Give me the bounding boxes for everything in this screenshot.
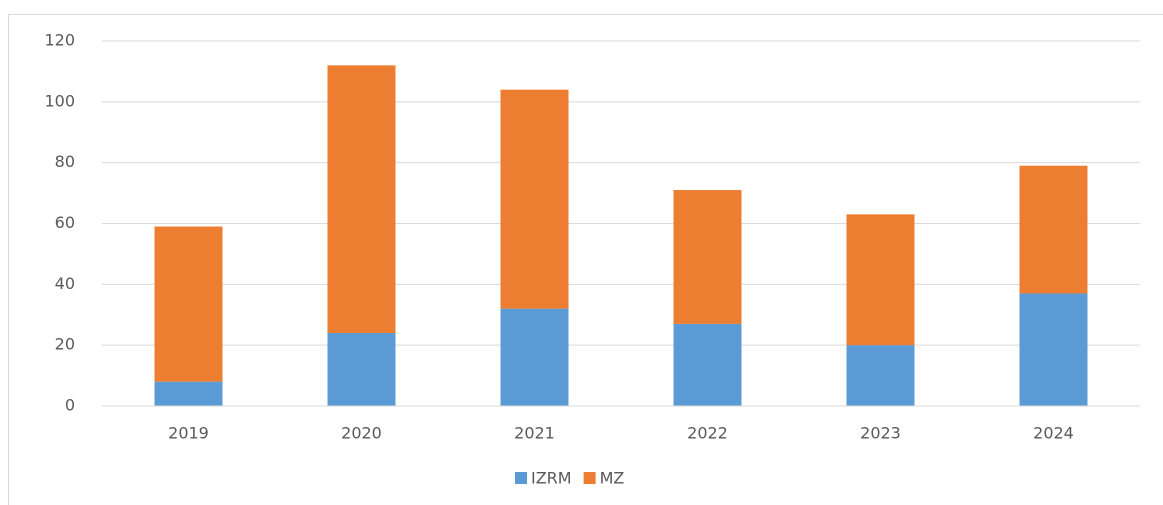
x-tick-label: 2020 [341, 424, 382, 443]
y-tick-label: 120 [44, 31, 75, 50]
y-tick-label: 20 [55, 335, 75, 354]
bar [154, 381, 223, 406]
x-tick-label: 2023 [860, 424, 901, 443]
bar [1019, 165, 1088, 294]
y-tick-label: 100 [44, 91, 75, 110]
legend-swatch [583, 472, 596, 484]
y-tick-label: 0 [65, 396, 75, 415]
bar [846, 345, 915, 406]
bar [327, 333, 396, 406]
y-tick-label: 60 [55, 213, 75, 232]
bar [673, 190, 742, 324]
y-tick-label: 40 [55, 274, 75, 293]
chart-frame [8, 14, 1163, 505]
bar [154, 226, 223, 382]
legend-swatch [515, 472, 527, 484]
bar [1019, 293, 1088, 406]
bar [846, 214, 915, 346]
bar [500, 89, 569, 309]
x-tick-label: 2024 [1033, 424, 1074, 443]
bar [327, 65, 396, 333]
y-tick-label: 80 [55, 152, 75, 171]
x-tick-label: 2021 [514, 424, 555, 443]
legend-label: IZRM [531, 469, 572, 488]
legend-label: MZ [600, 469, 625, 488]
bar [673, 323, 742, 406]
x-tick-label: 2019 [168, 424, 209, 443]
bar [500, 308, 569, 406]
x-tick-label: 2022 [687, 424, 728, 443]
